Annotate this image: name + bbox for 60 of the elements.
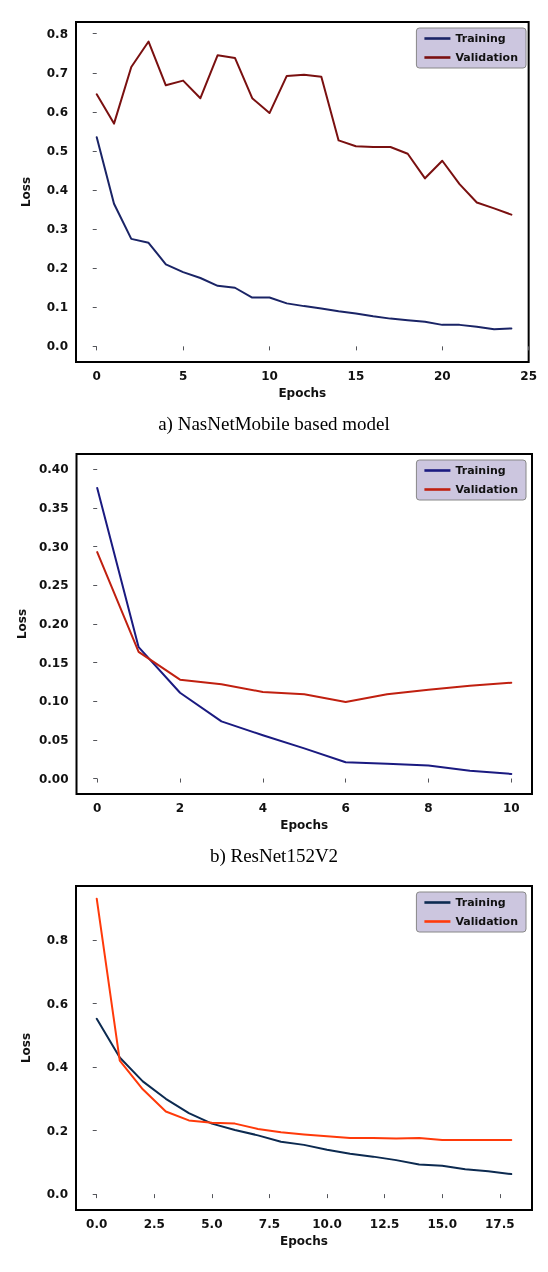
legend-label: Validation [455,483,518,496]
x-tick-label: 5 [178,369,188,383]
x-tick-label: 17.5 [484,1217,515,1231]
y-tick-label: 0.6 [46,104,68,119]
x-axis-title: Epochs [280,1233,328,1248]
x-tick-label: 5.0 [201,1217,223,1231]
x-tick-label: 15.0 [427,1217,457,1231]
x-tick-label: 10.0 [312,1217,342,1231]
x-tick-label: 2.5 [143,1217,165,1231]
legend-label: Validation [455,51,518,64]
y-tick-label: 0.3 [46,222,68,237]
line-series [96,551,513,704]
x-tick-label: 4 [258,801,268,815]
y-tick-label: 0.4 [46,183,68,198]
y-tick-label: 0.0 [46,339,68,354]
y-tick-label: 0.7 [46,65,68,80]
x-axis-title: Epochs [278,385,327,400]
legend-label: Validation [455,915,518,928]
x-tick-label: 7.5 [258,1217,281,1231]
y-tick-label: 0.35 [38,501,69,516]
x-tick-label: 6 [341,801,350,815]
y-tick-label: 0.8 [46,933,68,947]
line-series [95,1017,513,1176]
y-tick-label: 0.05 [38,732,69,747]
x-tick-label: 0 [93,801,102,815]
x-tick-label: 15 [347,369,365,383]
y-tick-label: 0.8 [46,26,68,41]
y-axis-title: Loss [15,608,29,640]
y-axis-title: Loss [19,176,33,208]
x-tick-label: 8 [424,801,433,815]
y-tick-label: 0.00 [38,771,69,786]
x-tick-label: 25 [520,369,537,383]
y-tick-label: 0.6 [46,996,68,1011]
x-tick-label: 0.0 [86,1217,108,1231]
y-tick-label: 0.5 [46,143,68,158]
y-tick-label: 0.15 [38,655,69,670]
y-tick-label: 0.20 [38,617,69,631]
text: a) NasNetMobile based model [158,413,390,435]
x-tick-label: 10 [502,801,520,815]
y-axis-title: Loss [19,1032,33,1064]
y-tick-label: 0.1 [46,300,68,315]
x-tick-label: 12.5 [369,1217,400,1231]
y-tick-label: 0.4 [46,1060,68,1075]
y-tick-label: 0.2 [46,1123,68,1138]
line-series [95,136,513,331]
text: b) ResNet152V2 [209,845,339,867]
y-tick-label: 0.25 [38,578,69,593]
x-tick-label: 10 [261,369,278,383]
y-tick-label: 0.40 [38,462,69,477]
y-tick-label: 0.0 [46,1187,68,1202]
y-tick-label: 0.2 [46,261,68,276]
y-tick-label: 0.10 [38,694,69,709]
legend-label: Training [455,32,506,45]
x-axis-title: Epochs [280,817,329,832]
x-tick-label: 2 [175,801,185,815]
x-tick-label: 20 [433,369,451,383]
legend-label: Training [455,896,506,909]
x-tick-label: 0 [92,369,101,383]
legend-label: Training [455,464,506,477]
y-tick-label: 0.30 [38,539,69,554]
